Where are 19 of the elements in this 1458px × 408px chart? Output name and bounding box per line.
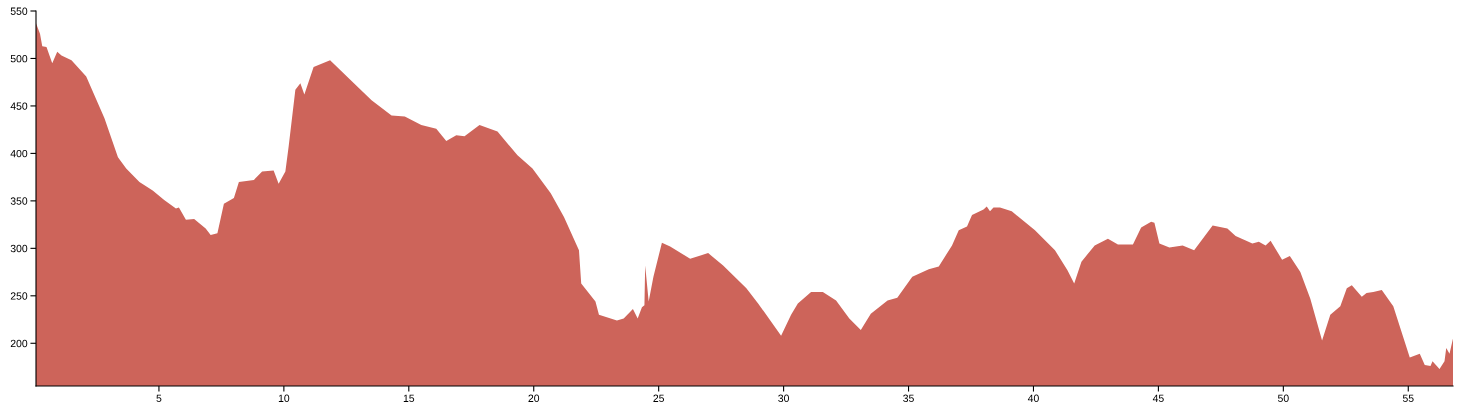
x-tick-label: 40: [1027, 394, 1039, 402]
y-tick-label: 250: [10, 292, 28, 300]
y-tick-label: 350: [10, 197, 28, 205]
x-tick-label: 25: [653, 394, 665, 402]
x-tick-label: 35: [903, 394, 914, 402]
x-tick-label: 20: [528, 394, 540, 402]
x-tick-label: 5: [156, 394, 162, 402]
x-tick-label: 30: [778, 394, 789, 402]
x-tick-label: 10: [278, 394, 290, 402]
y-tick-label: 450: [10, 102, 28, 110]
x-tick-label: 50: [1277, 394, 1289, 402]
y-tick-label: 400: [10, 149, 28, 158]
y-tick-label: 500: [10, 54, 28, 63]
y-tick-label: 200: [10, 339, 28, 348]
x-tick-label: 55: [1402, 394, 1414, 402]
x-tick-label: 15: [403, 394, 415, 402]
y-tick-label: 300: [10, 244, 28, 253]
y-tick-label: 550: [10, 7, 28, 15]
x-tick-label: 45: [1152, 394, 1164, 402]
